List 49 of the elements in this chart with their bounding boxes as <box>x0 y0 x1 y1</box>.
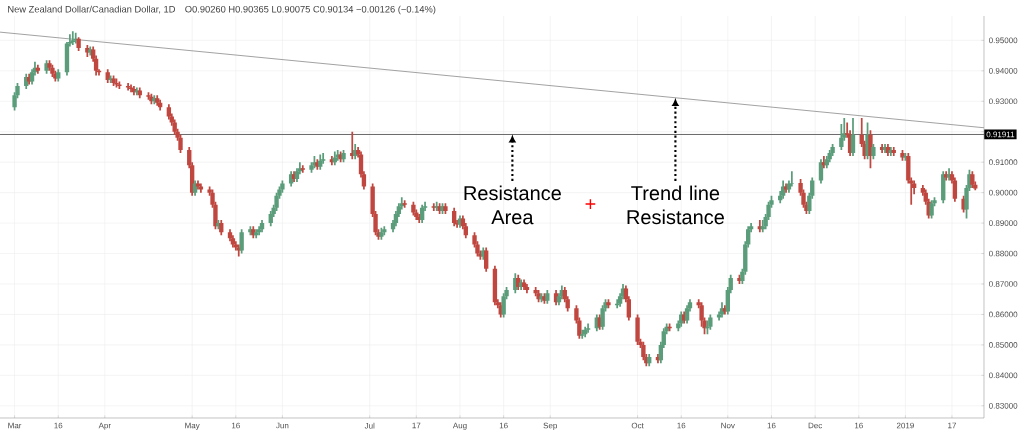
x-tick-label: 16 <box>854 422 863 429</box>
x-tick-label: 17 <box>948 422 957 429</box>
y-tick-label: 0.84000 <box>989 372 1018 379</box>
x-tick-label: Oct <box>631 422 644 429</box>
candlestick <box>585 323 591 333</box>
y-tick-label: 0.94000 <box>989 67 1018 74</box>
candlestick <box>198 183 204 193</box>
candlestick <box>195 180 201 190</box>
y-tick-label: 0.85000 <box>989 342 1018 348</box>
x-tick-label: 16 <box>231 422 240 429</box>
x-tick-label: 17 <box>412 422 421 429</box>
x-tick-label: 16 <box>499 422 508 429</box>
x-tick-label: Jul <box>364 422 375 429</box>
candlestick <box>70 31 75 45</box>
candlestick <box>300 165 305 173</box>
y-tick-label: 0.86000 <box>989 311 1018 318</box>
x-tick-label: Jun <box>276 422 289 429</box>
x-tick-label: 2019 <box>896 422 914 429</box>
x-tick-label: Aug <box>452 422 467 430</box>
candlestick <box>350 131 355 160</box>
x-tick-label: 16 <box>677 422 686 429</box>
candlestick <box>580 329 585 339</box>
chart-subtitle: O0.90260 H0.90365 L0.90075 C0.90134 −0.00126 (−0.14%) <box>185 5 436 15</box>
x-tick-label: Dec <box>808 422 823 429</box>
candlestick <box>708 314 713 330</box>
candlestick <box>402 200 407 208</box>
y-tick-label: 0.88000 <box>989 250 1018 257</box>
y-tick-label: 0.83000 <box>989 402 1018 409</box>
candlestick <box>431 203 436 211</box>
candlestick <box>125 82 131 91</box>
annotation: Resistance Area <box>464 185 561 225</box>
candlestick <box>545 290 550 304</box>
x-tick-label: 16 <box>767 422 776 429</box>
x-tick-label: Nov <box>721 422 735 429</box>
annotation: + <box>585 199 596 209</box>
chart-title: New Zealand Dollar/Canadian Dollar, 1D <box>8 5 175 14</box>
x-tick-label: May <box>185 422 200 430</box>
y-tick-label: 0.90000 <box>989 189 1018 196</box>
y-tick-label: 0.93000 <box>989 98 1018 105</box>
ref-line-label: 0.91911 <box>986 131 1015 138</box>
y-tick-label: 0.89000 <box>989 220 1018 226</box>
x-tick-label: Mar <box>8 422 22 429</box>
annotation: Trend line Resistance <box>627 185 724 225</box>
y-tick-label: 0.95000 <box>989 37 1018 44</box>
x-tick-label: 16 <box>54 422 63 429</box>
y-tick-label: 0.87000 <box>989 281 1018 287</box>
x-tick-label: Sep <box>543 422 558 430</box>
y-tick-label: 0.91000 <box>989 159 1018 166</box>
x-tick-label: Apr <box>98 422 111 430</box>
